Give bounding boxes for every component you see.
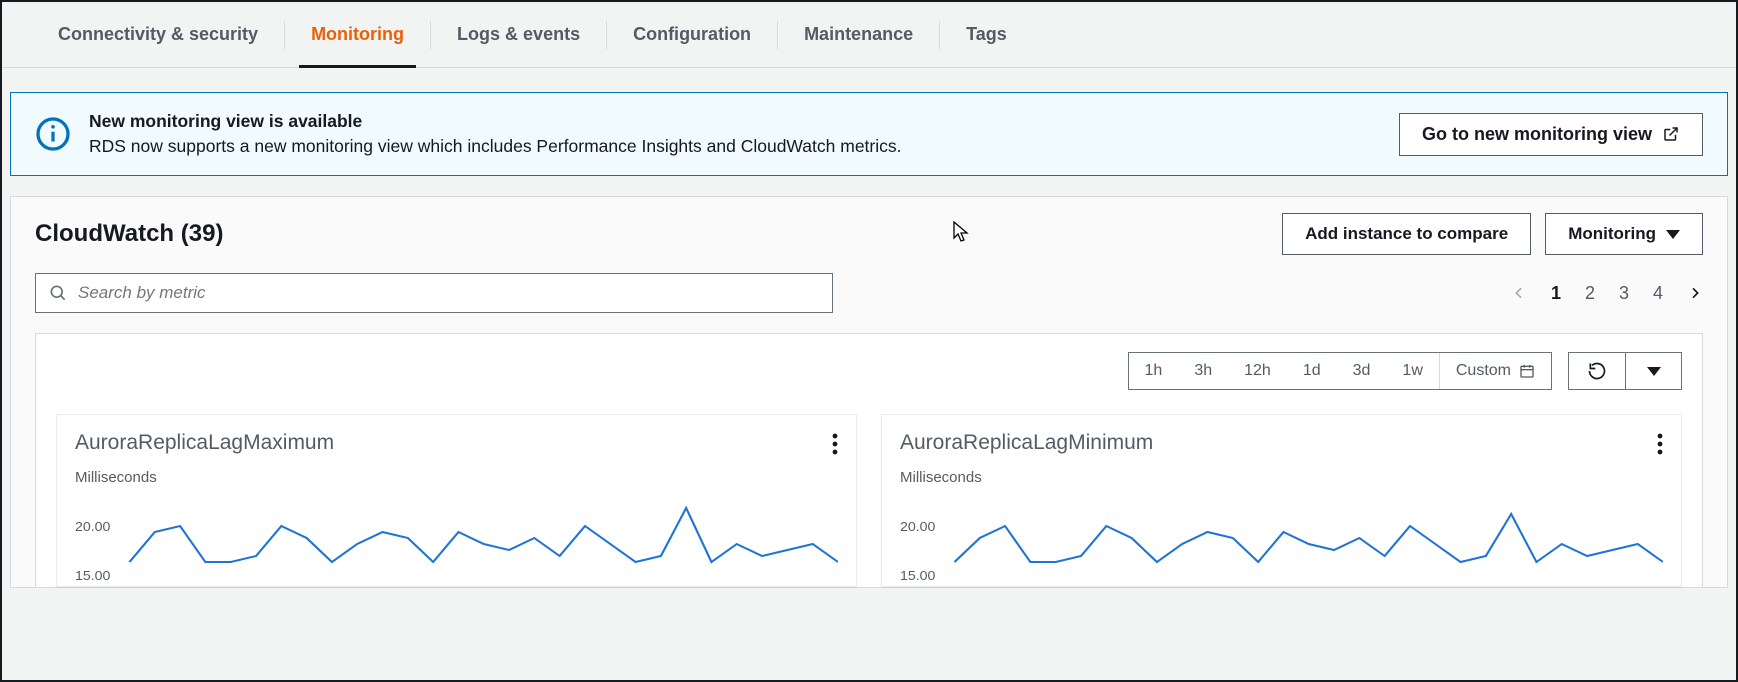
page-3[interactable]: 3	[1619, 283, 1629, 304]
external-link-icon	[1662, 125, 1680, 143]
info-icon	[35, 116, 71, 152]
search-container	[35, 273, 833, 313]
pager-prev-icon[interactable]	[1511, 285, 1527, 301]
section-header: CloudWatch (39) Add instance to compare …	[35, 213, 1703, 255]
tab-connectivity[interactable]: Connectivity & security	[58, 2, 258, 67]
banner-button-label: Go to new monitoring view	[1422, 124, 1652, 145]
chart-line: 20.00 15.00	[75, 496, 838, 586]
time-custom-label: Custom	[1456, 362, 1511, 380]
pager: 1 2 3 4	[1511, 283, 1703, 304]
search-icon	[48, 283, 68, 303]
tabs-bar: Connectivity & security Monitoring Logs …	[2, 2, 1736, 68]
refresh-button-group	[1568, 352, 1682, 390]
chart-menu-icon[interactable]	[1657, 433, 1663, 455]
time-12h[interactable]: 12h	[1228, 353, 1287, 389]
page-4[interactable]: 4	[1653, 283, 1663, 304]
page-2[interactable]: 2	[1585, 283, 1595, 304]
banner-description: RDS now supports a new monitoring view w…	[89, 136, 1381, 157]
chart-line: 20.00 15.00	[900, 496, 1663, 586]
chart-card-1: AuroraReplicaLagMinimum Milliseconds 20.…	[881, 414, 1682, 587]
tab-configuration[interactable]: Configuration	[633, 2, 751, 67]
tab-monitoring[interactable]: Monitoring	[311, 2, 404, 67]
svg-text:15.00: 15.00	[75, 569, 111, 583]
chart-unit: Milliseconds	[900, 469, 1663, 486]
section-actions: Add instance to compare Monitoring	[1282, 213, 1703, 255]
charts-toolbar: 1h 3h 12h 1d 3d 1w Custom	[56, 352, 1682, 390]
monitoring-dropdown-button[interactable]: Monitoring	[1545, 213, 1703, 255]
time-1w[interactable]: 1w	[1386, 353, 1438, 389]
refresh-button[interactable]	[1569, 353, 1625, 389]
tab-separator	[606, 21, 607, 49]
calendar-icon	[1519, 363, 1535, 379]
caret-down-icon	[1666, 230, 1680, 239]
tab-maintenance[interactable]: Maintenance	[804, 2, 913, 67]
charts-grid: AuroraReplicaLagMaximum Milliseconds 20.…	[56, 414, 1682, 587]
chart-menu-icon[interactable]	[832, 433, 838, 455]
add-compare-label: Add instance to compare	[1305, 224, 1508, 244]
chart-title: AuroraReplicaLagMaximum	[75, 431, 838, 455]
go-to-new-view-button[interactable]: Go to new monitoring view	[1399, 113, 1703, 156]
banner-title: New monitoring view is available	[89, 111, 1381, 132]
svg-text:20.00: 20.00	[900, 520, 936, 534]
monitoring-label: Monitoring	[1568, 224, 1656, 244]
time-1h[interactable]: 1h	[1129, 353, 1179, 389]
info-banner: New monitoring view is available RDS now…	[10, 92, 1728, 176]
time-3d[interactable]: 3d	[1337, 353, 1387, 389]
cloudwatch-section: CloudWatch (39) Add instance to compare …	[10, 196, 1728, 588]
chart-unit: Milliseconds	[75, 469, 838, 486]
charts-container: 1h 3h 12h 1d 3d 1w Custom	[35, 333, 1703, 587]
search-row: 1 2 3 4	[35, 273, 1703, 313]
time-3h[interactable]: 3h	[1178, 353, 1228, 389]
tab-logs-events[interactable]: Logs & events	[457, 2, 580, 67]
chart-card-0: AuroraReplicaLagMaximum Milliseconds 20.…	[56, 414, 857, 587]
pager-next-icon[interactable]	[1687, 285, 1703, 301]
banner-text: New monitoring view is available RDS now…	[89, 111, 1381, 157]
time-1d[interactable]: 1d	[1287, 353, 1337, 389]
caret-down-icon	[1647, 367, 1661, 376]
time-custom[interactable]: Custom	[1439, 353, 1551, 389]
add-instance-compare-button[interactable]: Add instance to compare	[1282, 213, 1531, 255]
tab-separator	[430, 21, 431, 49]
section-title: CloudWatch (39)	[35, 220, 223, 248]
svg-text:15.00: 15.00	[900, 569, 936, 583]
tab-tags[interactable]: Tags	[966, 2, 1007, 67]
tab-separator	[284, 21, 285, 49]
refresh-options-button[interactable]	[1625, 353, 1681, 389]
time-range-selector: 1h 3h 12h 1d 3d 1w Custom	[1128, 352, 1552, 390]
svg-text:20.00: 20.00	[75, 520, 111, 534]
page-1[interactable]: 1	[1551, 283, 1561, 304]
search-input[interactable]	[78, 283, 820, 303]
tab-separator	[777, 21, 778, 49]
chart-title: AuroraReplicaLagMinimum	[900, 431, 1663, 455]
tab-separator	[939, 21, 940, 49]
refresh-icon	[1587, 361, 1607, 381]
